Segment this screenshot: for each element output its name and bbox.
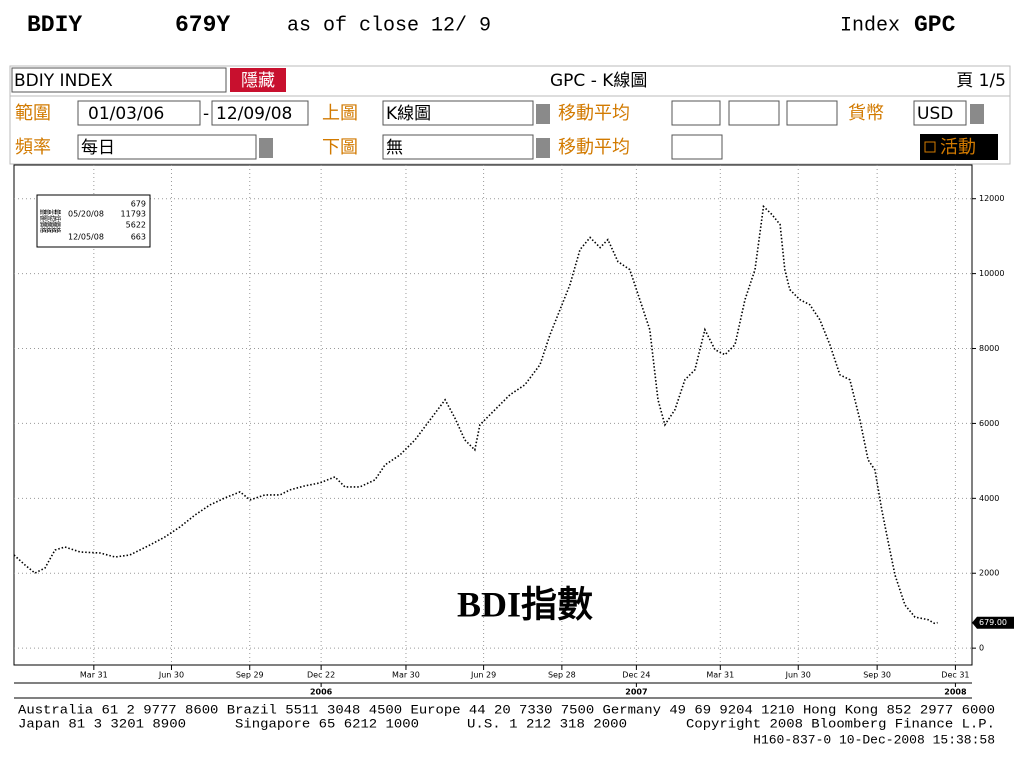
legend-value: 679	[131, 200, 146, 209]
freq-value: 每日	[81, 138, 115, 158]
y-tick-label: 6000	[979, 419, 999, 428]
end-date: 12/09/08	[216, 104, 292, 124]
legend-date: 05/20/08	[68, 210, 104, 219]
legend-date: 12/05/08	[68, 233, 104, 242]
x-tick-label: Mar 31	[80, 671, 108, 680]
plot-area	[13, 164, 973, 666]
x-tick-label: Mar 31	[706, 671, 734, 680]
lower-label: 下圖	[322, 137, 358, 158]
page-number: 頁 1/5	[956, 71, 1006, 91]
active-label: 活動	[940, 137, 976, 158]
footer-line: Singapore 65 6212 1000	[235, 716, 419, 731]
y-tick-label: 10000	[979, 269, 1004, 278]
currency: USD	[917, 104, 953, 124]
x-tick-label: Jun 30	[158, 671, 184, 680]
start-date-box[interactable]	[77, 100, 201, 126]
dropdown-button[interactable]	[259, 138, 273, 158]
dropdown-button[interactable]	[970, 104, 984, 124]
range-label: 範圍	[15, 103, 51, 124]
year-label: 2008	[944, 688, 967, 697]
y-tick-label: 4000	[979, 494, 999, 503]
screen-title: GPC - K線圖	[550, 71, 647, 91]
y-tick-label: 0	[979, 644, 984, 653]
lower-value: 無	[386, 138, 403, 158]
currency-label: 貨幣	[848, 103, 884, 124]
last-price-label: 679.00	[979, 618, 1007, 627]
x-tick-label: Sep 29	[236, 671, 264, 680]
ma-box[interactable]	[786, 100, 838, 126]
legend-value: 11793	[121, 210, 146, 219]
year-label: 2006	[310, 688, 333, 697]
active-button[interactable]	[920, 134, 998, 160]
source: GPC	[914, 12, 956, 38]
ma-label: 移動平均	[558, 137, 630, 158]
legend-value: 5622	[126, 221, 146, 230]
y-tick-label: 8000	[979, 344, 999, 353]
footer-line: U.S. 1 212 318 2000	[467, 716, 627, 731]
x-tick-label: Sep 28	[548, 671, 576, 680]
active-icon	[924, 141, 936, 153]
plot: 0 2000 4000 6000 8000 10000 12000 Mar 31 Jun 30 S…	[13, 164, 1014, 699]
footer-line: Copyright 2008 Bloomberg Finance L.P.	[686, 716, 995, 731]
annotation: BDI指數	[457, 584, 593, 624]
year-label: 2007	[625, 688, 647, 697]
ma-label: 移動平均	[558, 103, 630, 124]
last-price-flag	[972, 616, 1014, 629]
y-tick-label: 2000	[979, 569, 999, 578]
dropdown-button[interactable]	[536, 138, 550, 158]
footer-line: Australia 61 2 9777 8600 Brazil 5511 304…	[18, 702, 995, 717]
freq-label: 頻率	[15, 137, 51, 158]
lower-box[interactable]	[382, 134, 534, 160]
start-date: 01/03/06	[88, 104, 164, 124]
legend-label: 最高價格	[44, 209, 52, 233]
ma-box[interactable]	[728, 100, 780, 126]
footer-line: H160-837-0 10-Dec-2008 15:38:58	[753, 732, 995, 747]
ma-box[interactable]	[671, 134, 723, 160]
upper-value: K線圖	[386, 104, 431, 124]
footer-line: Japan 81 3 3201 8900	[18, 716, 186, 731]
range-sep: -	[203, 104, 209, 124]
freq-box[interactable]	[77, 134, 257, 160]
x-tick-label: Dec 22	[307, 671, 335, 680]
x-tick-label: Sep 30	[863, 671, 891, 680]
upper-box[interactable]	[382, 100, 534, 126]
hide-label: 隱藏	[241, 71, 275, 91]
legend-value: 663	[131, 233, 146, 242]
y-tick-label: 12000	[979, 194, 1004, 203]
x-tick-label: Jun 29	[470, 671, 496, 680]
end-date-box[interactable]	[211, 100, 309, 126]
hide-button[interactable]	[230, 68, 286, 92]
price-line	[13, 204, 938, 625]
x-tick-label: Jun 30	[785, 671, 811, 680]
ticker: BDIY	[27, 12, 82, 38]
x-tick-label: Mar 30	[392, 671, 420, 680]
security: BDIY INDEX	[14, 71, 113, 91]
upper-label: 上圖	[322, 103, 358, 124]
security-box[interactable]	[11, 67, 227, 93]
x-tick-label: Dec 31	[941, 671, 969, 680]
price: 679Y	[175, 12, 230, 38]
as-of: as of close 12/ 9	[287, 14, 491, 37]
index-label: Index	[840, 14, 900, 37]
dropdown-button[interactable]	[536, 104, 550, 124]
legend-box	[36, 194, 151, 248]
legend-label: 最低價格	[54, 209, 62, 233]
legend-label: 最後價格	[39, 209, 47, 233]
legend-label: 平均價格	[49, 209, 57, 233]
x-tick-label: Dec 24	[622, 671, 650, 680]
currency-box[interactable]	[913, 100, 967, 126]
ma-box[interactable]	[671, 100, 721, 126]
